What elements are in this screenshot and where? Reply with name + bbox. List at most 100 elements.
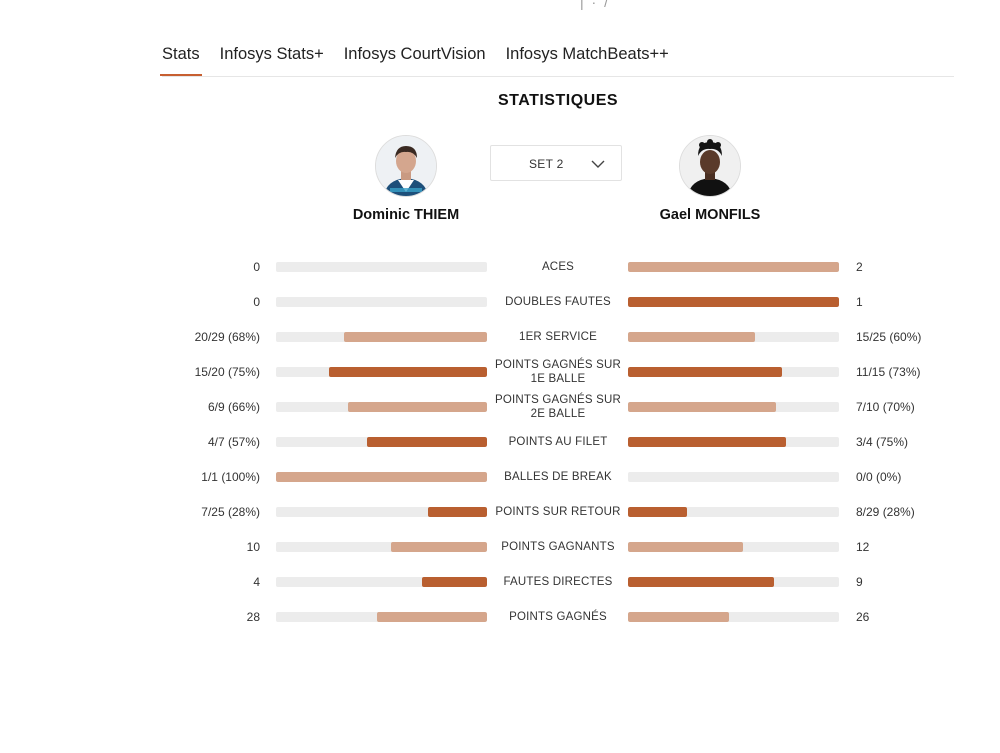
- stat-left-bar: [276, 262, 487, 272]
- stat-label: POINTS GAGNÉS SUR 1E BALLE: [494, 358, 622, 385]
- player-left-avatar: [375, 135, 437, 197]
- stat-left-bar-fill: [328, 367, 487, 377]
- stat-label: ACES: [541, 260, 575, 273]
- stat-right-value: 9: [856, 575, 863, 589]
- stat-row: 28 POINTS GAGNÉS 26: [0, 599, 1000, 634]
- stat-row: 4 FAUTES DIRECTES 9: [0, 564, 1000, 599]
- stat-right-bar: [628, 297, 839, 307]
- stat-row: 0 DOUBLES FAUTES 1: [0, 284, 1000, 319]
- stat-left-value: 4/7 (57%): [207, 435, 260, 449]
- stat-label: POINTS GAGNANTS: [501, 540, 615, 553]
- stat-right-value: 1: [856, 295, 863, 309]
- stat-left-bar-fill: [377, 612, 487, 622]
- stat-right-bar: [628, 612, 839, 622]
- stat-left-bar: [276, 472, 487, 482]
- stat-label: 1ER SERVICE: [518, 330, 598, 343]
- stat-label: POINTS AU FILET: [508, 435, 608, 448]
- stat-right-value: 12: [856, 540, 870, 554]
- tab-infosys-stats-plus[interactable]: Infosys Stats+: [219, 45, 324, 63]
- stat-left-value: 6/9 (66%): [207, 400, 260, 414]
- stat-left-value: 7/25 (28%): [201, 505, 260, 519]
- stat-row: 10 POINTS GAGNANTS 12: [0, 529, 1000, 564]
- player-left-name: Dominic THIEM: [352, 207, 460, 223]
- stat-right-bar-fill: [628, 262, 839, 272]
- stat-left-value: 0: [253, 260, 260, 274]
- chevron-down-icon: [591, 160, 605, 168]
- stat-left-value: 20/29 (68%): [194, 330, 260, 344]
- stat-right-bar: [628, 262, 839, 272]
- player-right-avatar: [679, 135, 741, 197]
- stat-right-bar: [628, 402, 839, 412]
- player-right-name: Gael MONFILS: [659, 207, 761, 223]
- stat-right-value: 8/29 (28%): [856, 505, 915, 519]
- stat-left-bar: [276, 297, 487, 307]
- stat-right-bar: [628, 437, 839, 447]
- stat-row: 7/25 (28%) POINTS SUR RETOUR 8/29 (28%): [0, 494, 1000, 529]
- tab-infosys-courtvision[interactable]: Infosys CourtVision: [343, 45, 486, 63]
- stat-left-bar: [276, 332, 487, 342]
- stat-right-bar-fill: [628, 612, 730, 622]
- stat-left-bar: [276, 507, 487, 517]
- stat-right-bar: [628, 472, 839, 482]
- stat-row: 6/9 (66%) POINTS GAGNÉS SUR 2E BALLE 7/1…: [0, 389, 1000, 424]
- stat-left-value: 28: [246, 610, 260, 624]
- stat-row: 1/1 (100%) BALLES DE BREAK 0/0 (0%): [0, 459, 1000, 494]
- stat-right-bar-fill: [628, 577, 774, 587]
- tab-stats[interactable]: Stats: [160, 40, 202, 76]
- stat-right-bar-fill: [628, 402, 776, 412]
- stat-right-bar-fill: [628, 332, 755, 342]
- stat-left-bar: [276, 542, 487, 552]
- stats-table: 0 ACES 2 0 DOUBLES FAUTES 1 20/29 (68%) …: [0, 249, 1000, 634]
- stat-right-bar-fill: [628, 367, 783, 377]
- stat-right-value: 11/15 (73%): [856, 365, 921, 379]
- stat-row: 4/7 (57%) POINTS AU FILET 3/4 (75%): [0, 424, 1000, 459]
- stat-right-value: 0/0 (0%): [856, 470, 902, 484]
- stat-right-bar-fill: [628, 437, 787, 447]
- stat-right-bar-fill: [628, 297, 839, 307]
- stat-right-bar: [628, 507, 839, 517]
- stat-left-bar: [276, 437, 487, 447]
- stat-left-bar-fill: [421, 577, 487, 587]
- stat-label: POINTS GAGNÉS SUR 2E BALLE: [494, 393, 622, 420]
- stat-label: POINTS SUR RETOUR: [495, 505, 621, 518]
- stat-left-bar-fill: [366, 437, 487, 447]
- stat-right-bar-fill: [628, 507, 688, 517]
- stats-tabs: Stats Infosys Stats+ Infosys CourtVision…: [160, 40, 954, 77]
- stat-right-bar-fill: [628, 542, 743, 552]
- stat-left-bar: [276, 367, 487, 377]
- stat-left-bar-fill: [391, 542, 487, 552]
- stat-left-bar-fill: [427, 507, 487, 517]
- stat-right-bar: [628, 542, 839, 552]
- section-title: STATISTIQUES: [497, 92, 619, 109]
- stat-row: 15/20 (75%) POINTS GAGNÉS SUR 1E BALLE 1…: [0, 354, 1000, 389]
- stat-label: POINTS GAGNÉS: [509, 610, 607, 623]
- stat-right-value: 3/4 (75%): [856, 435, 909, 449]
- stat-left-bar-fill: [276, 472, 487, 482]
- stat-row: 20/29 (68%) 1ER SERVICE 15/25 (60%): [0, 319, 1000, 354]
- stat-left-bar: [276, 612, 487, 622]
- stat-right-bar: [628, 577, 839, 587]
- tab-infosys-matchbeats[interactable]: Infosys MatchBeats++: [505, 45, 669, 63]
- stat-right-value: 26: [856, 610, 870, 624]
- stat-left-value: 0: [253, 295, 260, 309]
- stat-row: 0 ACES 2: [0, 249, 1000, 284]
- stat-label: FAUTES DIRECTES: [503, 575, 613, 588]
- stat-left-bar: [276, 402, 487, 412]
- stat-right-bar: [628, 367, 839, 377]
- stat-label: DOUBLES FAUTES: [505, 295, 611, 308]
- top-header-remnant: | · /: [580, 0, 610, 10]
- stat-left-value: 10: [246, 540, 260, 554]
- stat-left-value: 1/1 (100%): [201, 470, 260, 484]
- stat-right-bar: [628, 332, 839, 342]
- set-dropdown-value: SET 2: [529, 157, 564, 171]
- stat-right-value: 15/25 (60%): [856, 330, 922, 344]
- stat-left-bar-fill: [343, 332, 487, 342]
- stat-left-bar-fill: [347, 402, 487, 412]
- stat-left-value: 4: [253, 575, 260, 589]
- stat-label: BALLES DE BREAK: [504, 470, 612, 483]
- set-dropdown[interactable]: SET 2: [490, 145, 622, 181]
- stat-right-value: 7/10 (70%): [856, 400, 915, 414]
- stat-right-value: 2: [856, 260, 863, 274]
- stat-left-value: 15/20 (75%): [194, 365, 260, 379]
- stat-left-bar: [276, 577, 487, 587]
